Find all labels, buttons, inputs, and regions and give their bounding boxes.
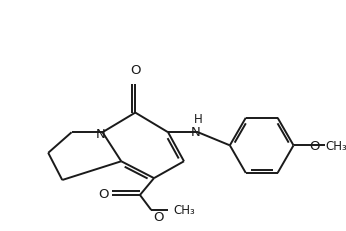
Text: O: O [98, 187, 109, 200]
Text: H: H [194, 112, 202, 125]
Text: O: O [309, 139, 320, 152]
Text: CH₃: CH₃ [326, 139, 346, 152]
Text: CH₃: CH₃ [173, 204, 195, 216]
Text: N: N [96, 127, 106, 140]
Text: N: N [190, 125, 200, 138]
Text: O: O [130, 64, 140, 77]
Text: O: O [153, 210, 164, 223]
